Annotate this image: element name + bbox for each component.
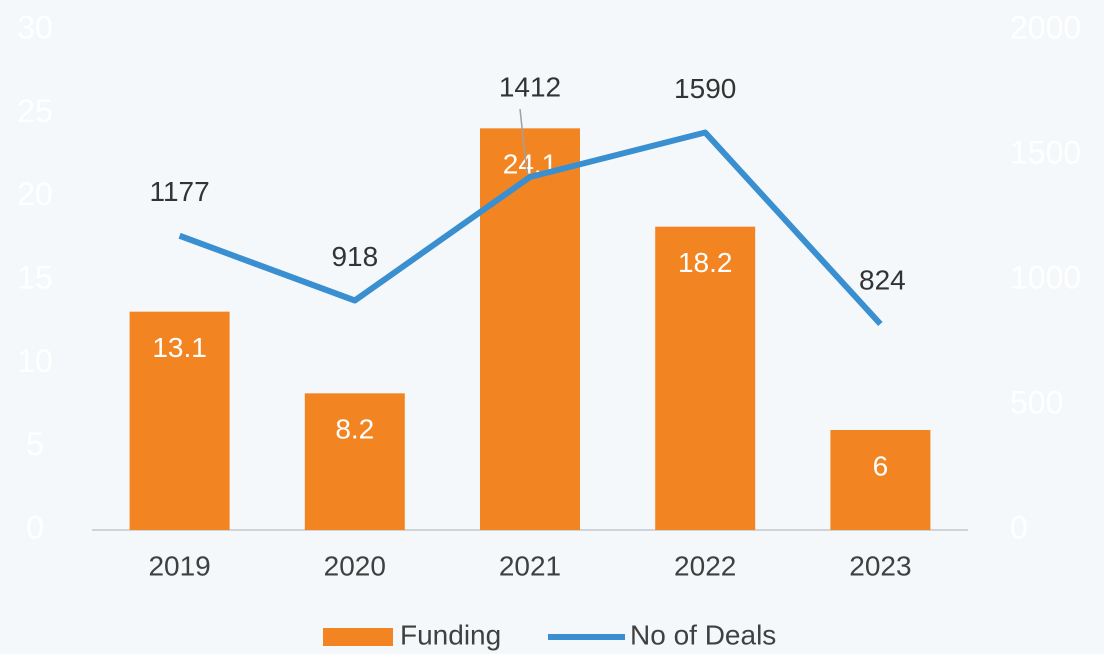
bar-value-label: 6 bbox=[873, 450, 889, 481]
x-tick-label: 2022 bbox=[674, 550, 736, 581]
line-value-label: 918 bbox=[331, 241, 378, 272]
y2-tick-label: 500 bbox=[1010, 384, 1063, 420]
legend-label: No of Deals bbox=[630, 619, 776, 650]
y-tick-label: 5 bbox=[26, 426, 44, 462]
y2-tick-label: 1000 bbox=[1010, 259, 1081, 295]
leader-line bbox=[519, 108, 528, 174]
line-value-label: 824 bbox=[859, 264, 906, 295]
y-tick-label: 20 bbox=[17, 176, 53, 212]
y-tick-label: 30 bbox=[17, 9, 53, 45]
x-tick-label: 2021 bbox=[499, 550, 561, 581]
bar bbox=[304, 393, 405, 530]
legend-label: Funding bbox=[400, 619, 501, 650]
y2-tick-label: 2000 bbox=[1010, 9, 1081, 45]
x-tick-label: 2020 bbox=[324, 550, 386, 581]
bar-value-label: 18.2 bbox=[678, 247, 733, 278]
y-tick-label: 15 bbox=[17, 259, 53, 295]
y2-tick-label: 0 bbox=[1010, 509, 1028, 545]
bar-value-label: 13.1 bbox=[152, 332, 207, 363]
legend-swatch bbox=[323, 628, 393, 646]
y-tick-label: 25 bbox=[17, 93, 53, 129]
bar bbox=[480, 128, 580, 531]
y-tick-label: 0 bbox=[26, 509, 44, 545]
y-tick-label: 10 bbox=[17, 343, 53, 379]
bar bbox=[129, 311, 230, 530]
bar bbox=[830, 430, 931, 530]
line bbox=[178, 129, 883, 327]
line-value-label: 1412 bbox=[499, 71, 561, 102]
bar-value-label: 8.2 bbox=[335, 414, 374, 445]
line-value-label: 1590 bbox=[674, 73, 736, 104]
line-value-label: 1177 bbox=[149, 176, 209, 207]
bar bbox=[655, 226, 756, 530]
y2-tick-label: 1500 bbox=[1010, 134, 1081, 170]
x-tick-label: 2023 bbox=[849, 550, 911, 581]
x-tick-label: 2019 bbox=[148, 550, 210, 581]
